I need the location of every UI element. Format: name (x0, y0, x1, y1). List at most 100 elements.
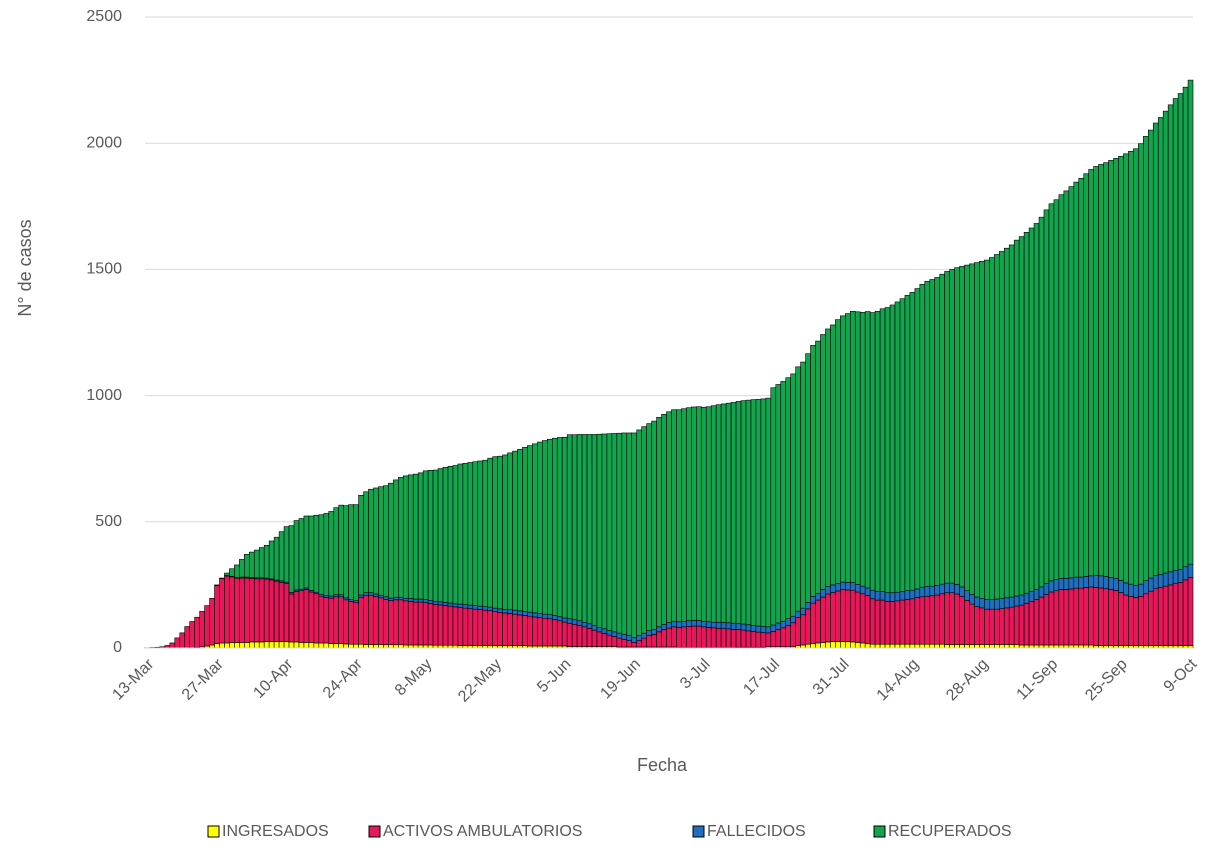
bar-segment (652, 634, 657, 647)
bar-segment (820, 597, 825, 642)
bar-segment (224, 573, 229, 576)
bar-segment (622, 639, 627, 647)
bar-segment (974, 597, 979, 607)
bar-segment (344, 598, 349, 600)
bar-segment (542, 614, 547, 618)
bar-segment (329, 643, 334, 648)
bar-segment (369, 644, 374, 648)
legend-swatch (693, 826, 704, 837)
bar-segment (1138, 596, 1143, 645)
bar-segment (229, 569, 234, 577)
bar-segment (1109, 160, 1114, 577)
bar-segment (443, 467, 448, 602)
bar-segment (1064, 589, 1069, 645)
bar-segment (607, 635, 612, 646)
bar-segment (930, 279, 935, 586)
bar-segment (1153, 576, 1158, 589)
bar-segment (930, 586, 935, 596)
bar-segment (1123, 154, 1128, 583)
bar-segment (294, 591, 299, 641)
bar-segment (215, 643, 220, 648)
bar-segment (334, 597, 339, 644)
bar-segment (627, 641, 632, 647)
bar-segment (766, 627, 771, 633)
bar-segment (811, 643, 816, 648)
y-axis-title: N° de casos (15, 219, 35, 316)
bar-segment (398, 477, 403, 597)
bar-segment (617, 433, 622, 633)
bar-segment (890, 305, 895, 593)
bar-segment (756, 632, 761, 647)
bar-segment (850, 311, 855, 582)
bar-segment (478, 461, 483, 606)
bar-segment (870, 599, 875, 644)
bar-segment (969, 644, 974, 648)
bar-segment (1039, 587, 1044, 597)
bar-segment (364, 644, 369, 648)
bar-segment (820, 642, 825, 648)
bar-segment (761, 627, 766, 633)
bar-segment (513, 610, 518, 614)
bar-segment (900, 600, 905, 644)
bar-segment (373, 644, 378, 648)
bar-segment (1138, 144, 1143, 584)
bar-segment (557, 617, 562, 621)
bar-segment (513, 614, 518, 646)
bar-segment (463, 463, 468, 604)
bar-segment (840, 641, 845, 648)
bar-segment (880, 644, 885, 648)
bar-segment (458, 604, 463, 608)
bar-segment (200, 611, 205, 646)
bar-segment (806, 644, 811, 648)
bar-segment (920, 644, 925, 648)
bar-segment (994, 644, 999, 648)
bar-segment (175, 638, 180, 648)
bar-segment (965, 591, 970, 601)
bar-segment (865, 643, 870, 648)
bar-segment (880, 600, 885, 644)
bar-segment (657, 627, 662, 632)
bar-segment (373, 488, 378, 594)
bar-segment (676, 410, 681, 622)
bar-segment (736, 401, 741, 623)
bar-segment (294, 521, 299, 590)
bar-segment (746, 400, 751, 625)
bar-segment (915, 644, 920, 648)
bar-segment (1089, 587, 1094, 645)
bar-segment (637, 636, 642, 641)
bar-segment (364, 595, 369, 644)
bar-segment (463, 605, 468, 609)
bar-segment (259, 548, 264, 578)
y-tick-label: 500 (95, 513, 122, 530)
bar-segment (671, 621, 676, 627)
bar-segment (850, 642, 855, 648)
bar-segment (453, 607, 458, 645)
bar-segment (691, 620, 696, 626)
bar-segment (443, 602, 448, 605)
bar-segment (885, 308, 890, 593)
y-tick-label: 2500 (86, 8, 122, 25)
x-tick-label: 24-Apr (320, 655, 366, 701)
bar-segment (324, 596, 329, 598)
bar-segment (989, 644, 994, 648)
bar-segment (691, 407, 696, 621)
bar-segment (532, 613, 537, 617)
bar-segment (955, 644, 960, 648)
bar-segment (791, 616, 796, 623)
bar-segment (180, 633, 185, 648)
bar-segment (900, 591, 905, 600)
bar-segment (383, 597, 388, 600)
bar-segment (503, 455, 508, 609)
bar-segment (1109, 577, 1114, 589)
bar-segment (334, 508, 339, 595)
bar-segment (532, 444, 537, 613)
y-tick-label: 0 (113, 639, 122, 656)
bar-segment (1074, 588, 1079, 645)
bar-segment (572, 435, 577, 620)
bar-segment (994, 255, 999, 600)
bar-segment (552, 438, 557, 615)
bar-segment (369, 489, 374, 592)
bar-segment (845, 590, 850, 642)
bar-segment (676, 622, 681, 628)
